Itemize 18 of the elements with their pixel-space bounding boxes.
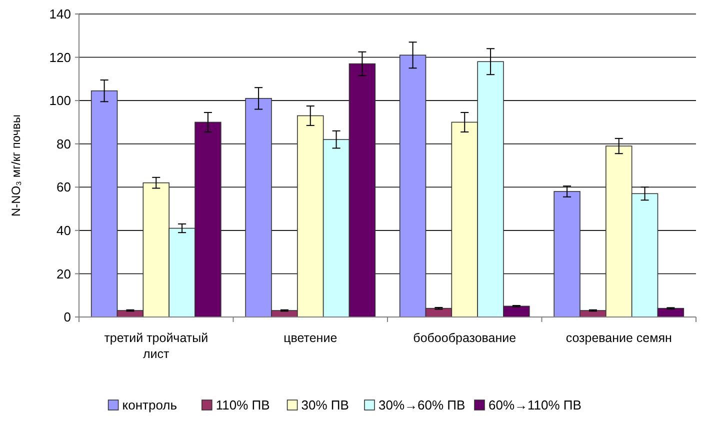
y-tick-label: 140: [49, 6, 71, 22]
y-tick-label: 20: [56, 266, 71, 282]
y-tick-label: 60: [56, 180, 71, 195]
legend-label: контроль: [122, 398, 178, 413]
legend-label: 60%→110% ПВ: [488, 398, 582, 413]
x-tick-label: третий тройчатый лист: [104, 331, 208, 361]
legend-label: 110% ПВ: [216, 398, 270, 413]
y-tick-label: 100: [49, 93, 71, 108]
y-tick-label: 0: [64, 310, 71, 325]
legend-label: 30%→60% ПВ: [378, 398, 466, 413]
y-tick-label: 80: [56, 136, 71, 152]
x-tick-label: цветение: [284, 331, 338, 345]
legend-label: 30% ПВ: [301, 398, 349, 413]
y-tick-label: 120: [49, 50, 71, 65]
y-tick-label: 40: [56, 222, 71, 238]
y-axis-title: N-NO₃ мг/кг почвы: [9, 114, 23, 216]
x-tick-label: созревание семян: [566, 331, 672, 345]
x-tick-label: бобообразование: [413, 331, 516, 345]
